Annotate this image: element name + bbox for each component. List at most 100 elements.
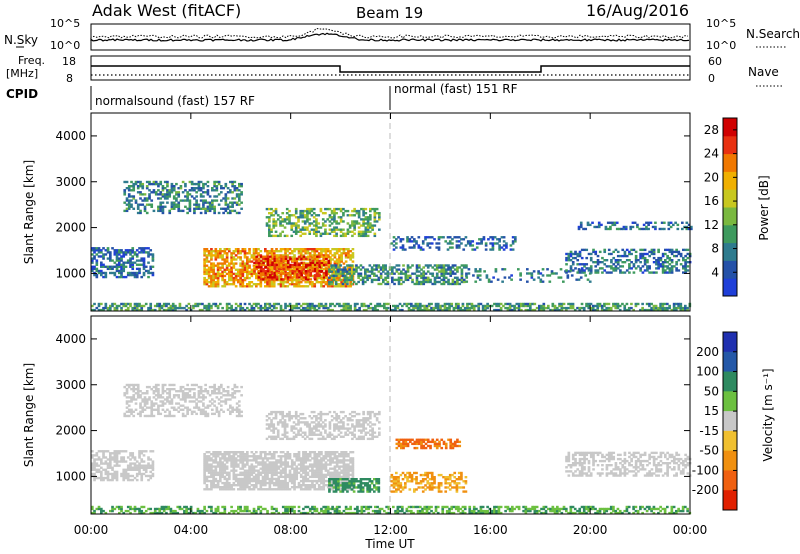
- velocity-cell: [231, 394, 234, 397]
- velocity-cell: [241, 453, 245, 456]
- power-cell: [406, 240, 409, 243]
- velocity-cell: [115, 462, 119, 465]
- velocity-cell: [127, 408, 131, 411]
- power-cell: [361, 282, 365, 286]
- power-cell: [290, 283, 294, 286]
- velocity-cell: [104, 476, 108, 480]
- power-cell: [646, 265, 649, 268]
- velocity-cell: [246, 451, 249, 454]
- power-cell: [184, 185, 187, 188]
- velocity-cell: [138, 452, 141, 455]
- power-cell: [170, 203, 174, 206]
- velocity-cell: [213, 390, 216, 393]
- velocity-cell: [234, 451, 238, 454]
- velocity-cell: [225, 473, 229, 477]
- power-cell: [122, 255, 126, 258]
- power-cell: [681, 227, 684, 231]
- velocity-cell: [123, 385, 127, 389]
- power-cell: [344, 209, 347, 213]
- power-cell: [315, 278, 319, 282]
- velocity-cell: [100, 470, 103, 474]
- power-cell: [102, 257, 105, 260]
- power-cell: [293, 276, 297, 279]
- power-cell: [123, 201, 127, 204]
- power-cell: [327, 259, 331, 263]
- velocity-cell: [161, 408, 165, 411]
- power-cell: [451, 282, 455, 286]
- velocity-cell: [268, 461, 272, 464]
- power-cell: [304, 281, 308, 284]
- velocity-cell: [241, 463, 245, 466]
- power-cell: [489, 248, 492, 251]
- power-cell: [630, 248, 633, 252]
- power-cell: [433, 276, 437, 279]
- power-cell: [207, 254, 211, 257]
- power-cell: [193, 203, 196, 206]
- power-cell: [663, 221, 666, 224]
- power-cell: [315, 218, 318, 221]
- velocity-cell: [154, 383, 158, 387]
- power-cell: [127, 189, 131, 192]
- velocity-cell: [239, 467, 242, 470]
- power-cell: [514, 236, 517, 239]
- velocity-cell: [186, 408, 189, 411]
- power-cell: [623, 261, 627, 264]
- power-cell: [228, 248, 231, 251]
- velocity-cell: [279, 475, 283, 479]
- power-cell: [319, 234, 323, 238]
- power-cell: [682, 259, 685, 262]
- velocity-cell: [222, 388, 225, 391]
- power-cell: [477, 304, 481, 308]
- power-cell: [308, 283, 312, 286]
- power-cell: [571, 304, 575, 308]
- power-cell: [423, 308, 427, 312]
- power-cell: [657, 306, 660, 310]
- velocity-cell: [109, 462, 112, 465]
- power-cell: [224, 185, 228, 188]
- power-cell: [288, 283, 292, 286]
- velocity-cell: [239, 481, 242, 485]
- power-cell: [580, 302, 584, 306]
- power-cell: [272, 285, 276, 288]
- power-cell: [344, 256, 348, 259]
- velocity-cell: [141, 392, 145, 395]
- power-cell: [210, 254, 213, 257]
- power-cell: [210, 304, 213, 308]
- power-cell: [131, 261, 135, 264]
- power-cell: [136, 211, 140, 215]
- power-cell: [165, 308, 168, 312]
- power-cell: [408, 246, 412, 249]
- power-cell: [641, 271, 645, 274]
- power-cell: [338, 302, 341, 306]
- power-cell: [535, 306, 539, 310]
- velocity-cell: [177, 394, 181, 397]
- power-cell: [241, 278, 245, 282]
- power-echo-region: [577, 221, 693, 231]
- velocity-cell: [221, 469, 224, 472]
- velocity-cell: [243, 455, 247, 458]
- power-cell: [503, 276, 507, 279]
- power-cell: [359, 268, 363, 271]
- velocity-cell: [186, 394, 189, 397]
- power-cell: [270, 248, 274, 251]
- power-cell: [291, 270, 295, 273]
- power-cell: [147, 271, 150, 275]
- power-cell: [304, 265, 308, 269]
- power-cell: [652, 308, 656, 312]
- power-cell: [664, 248, 667, 252]
- power-cell: [329, 258, 332, 261]
- velocity-cell: [197, 400, 201, 403]
- power-cell: [207, 281, 211, 284]
- power-cell: [106, 249, 110, 252]
- velocity-cell: [97, 476, 101, 480]
- power-cell: [262, 255, 265, 258]
- power-cell: [300, 270, 304, 273]
- power-cell: [166, 193, 169, 196]
- power-cell: [205, 270, 209, 274]
- power-cell: [141, 185, 145, 188]
- power-cell: [366, 228, 370, 231]
- power-cell: [261, 306, 265, 310]
- power-cell: [226, 197, 230, 200]
- velocity-cell: [252, 488, 256, 491]
- velocity-cell: [97, 468, 101, 471]
